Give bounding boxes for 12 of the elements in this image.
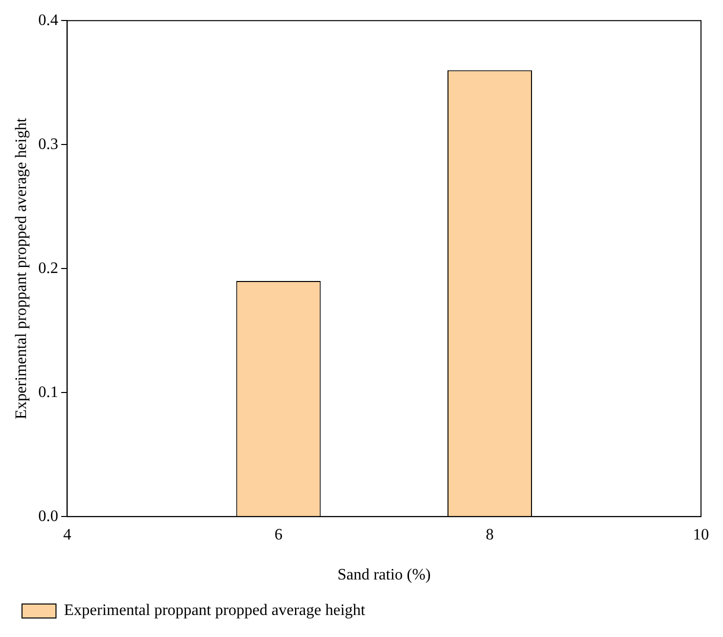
y-tick-label: 0.3	[38, 136, 58, 153]
x-axis-title: Sand ratio (%)	[337, 566, 431, 584]
y-tick-label: 0.0	[38, 508, 58, 525]
x-tick-label: 6	[274, 526, 282, 544]
y-tick-label: 0.1	[38, 384, 58, 401]
y-tick-label: 0.4	[38, 12, 58, 29]
x-tick-label: 4	[63, 526, 72, 544]
x-tick-label: 8	[486, 526, 494, 544]
legend-label: Experimental proppant propped average height	[64, 602, 366, 620]
x-tick-label: 10	[693, 526, 709, 544]
y-tick-label: 0.2	[38, 260, 58, 277]
y-axis-title: Experimental proppant propped average height	[12, 117, 30, 420]
